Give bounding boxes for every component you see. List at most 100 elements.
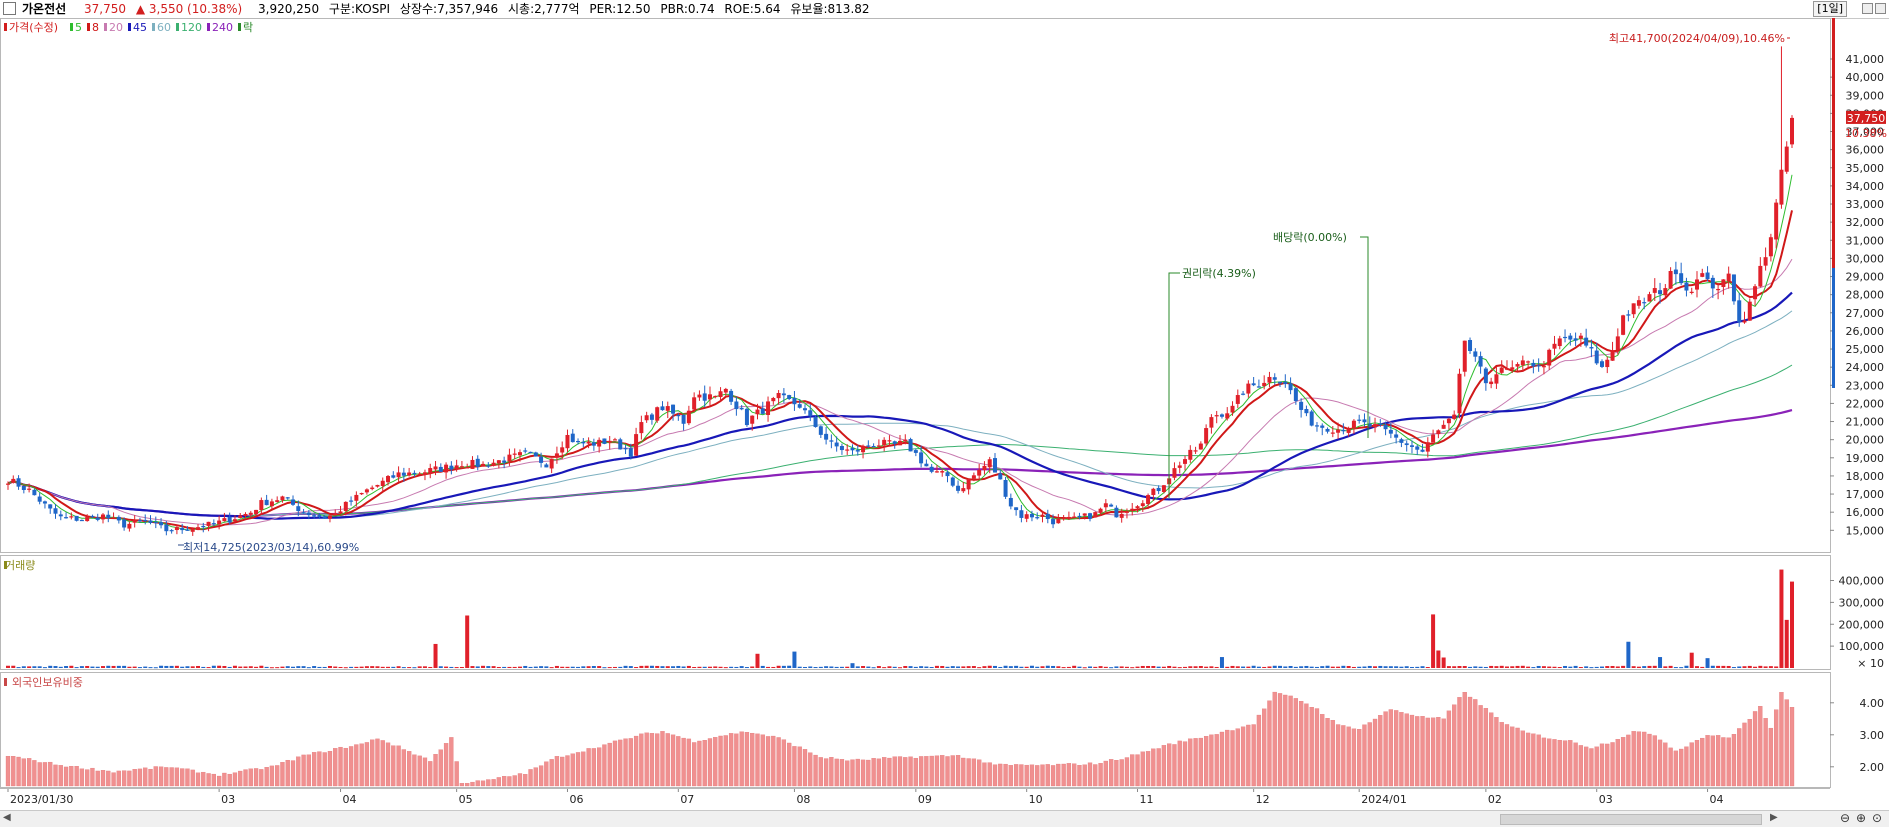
volume-bar <box>137 667 142 669</box>
volume-bar <box>1045 665 1050 668</box>
stock-chart: 15,000 16,000 17,000 18,000 19,000 20,000 21,0… <box>0 18 1887 806</box>
candle-body <box>528 451 533 454</box>
price-tick-label: 37,000 <box>1846 126 1885 139</box>
candle-body <box>1072 516 1077 518</box>
foreign-bar <box>934 755 940 787</box>
foreign-bar <box>306 754 312 787</box>
volume-bar <box>1314 666 1319 668</box>
foreign-bar <box>1573 742 1578 787</box>
zoom-reset-icon[interactable]: ⊙ <box>1872 811 1883 825</box>
stat-per: PER:12.50 <box>589 2 651 16</box>
candle-body <box>887 440 892 442</box>
date-label: 09 <box>918 793 932 806</box>
foreign-bar <box>1367 722 1372 787</box>
volume-bar <box>1088 666 1093 668</box>
candle-body <box>1093 512 1098 518</box>
candle-body <box>671 404 676 414</box>
candle-body <box>1462 340 1467 372</box>
candle-body <box>517 452 522 456</box>
foreign-bar <box>581 751 586 787</box>
scroll-right-icon[interactable]: ▶ <box>1770 812 1778 823</box>
select-checkbox[interactable] <box>3 2 16 15</box>
foreign-bar <box>5 755 11 787</box>
volume-bar <box>1647 665 1652 668</box>
candle-body <box>1156 487 1161 492</box>
volume-bar <box>602 667 607 669</box>
foreign-bar <box>37 762 42 787</box>
candle-body <box>686 410 691 424</box>
foreign-bar <box>496 777 502 787</box>
foreign-bar <box>370 739 375 787</box>
foreign-bar <box>1167 743 1172 787</box>
candle-body <box>1109 504 1114 507</box>
volume-bar <box>1404 666 1409 668</box>
foreign-bar <box>1277 693 1283 787</box>
volume-bar <box>69 665 74 668</box>
candle-body <box>1283 381 1288 385</box>
candle-body <box>681 414 686 424</box>
candle-body <box>354 494 359 501</box>
volume-bar <box>739 666 744 668</box>
chart-scrollbar[interactable]: ◀ ▶ ⊖ ⊕ ⊙ <box>0 810 1889 827</box>
volume-bar <box>1373 666 1378 668</box>
volume-bar <box>1504 666 1509 668</box>
low-annotation: 최저14,725(2023/03/14),60.99% <box>183 541 359 554</box>
legend-item-1: 5 <box>75 21 82 34</box>
volume-bar <box>412 667 417 669</box>
candle-body <box>544 464 549 468</box>
candle-body <box>576 440 581 443</box>
candle-body <box>1763 257 1768 266</box>
foreign-bar <box>343 747 348 787</box>
price-tick-label: 34,000 <box>1846 180 1885 193</box>
volume-bar <box>797 666 802 668</box>
volume-bar <box>1415 666 1420 668</box>
foreign-bar <box>744 732 750 787</box>
foreign-bar <box>1584 746 1589 787</box>
price-tick-label: 29,000 <box>1846 271 1885 284</box>
candle-body <box>85 517 90 522</box>
candle-body <box>919 452 924 464</box>
panel-restore-button[interactable] <box>1862 3 1873 14</box>
foreign-bar <box>977 759 982 787</box>
candle-body <box>1188 449 1193 460</box>
foreign-bar <box>1246 724 1251 787</box>
foreign-bar <box>401 749 407 787</box>
zoom-out-icon[interactable]: ⊖ <box>1840 811 1851 825</box>
volume-bar <box>312 666 317 668</box>
foreign-bar <box>285 759 290 787</box>
zoom-in-icon[interactable]: ⊕ <box>1856 811 1867 825</box>
foreign-bar <box>1409 714 1415 787</box>
period-selector[interactable]: [1일] <box>1813 1 1847 17</box>
candle-body <box>248 512 253 515</box>
volume-bar <box>755 653 760 668</box>
candle-body <box>1441 424 1446 429</box>
volume-tick-label: 100,000 <box>1839 640 1885 653</box>
volume-bar <box>618 666 623 668</box>
scroll-left-icon[interactable]: ◀ <box>3 812 11 823</box>
price-tick-label: 35,000 <box>1846 162 1885 175</box>
foreign-bar <box>950 755 955 787</box>
volume-bar <box>818 666 823 668</box>
volume-bar <box>380 666 385 668</box>
foreign-bar <box>517 773 523 787</box>
foreign-bar <box>1309 707 1314 787</box>
volume-bar <box>565 666 570 668</box>
volume-bar <box>1214 666 1219 668</box>
foreign-bar <box>813 754 818 787</box>
foreign-bar <box>612 740 618 787</box>
candle-body <box>971 475 976 479</box>
candle-body <box>1262 382 1267 387</box>
volume-bar <box>1673 667 1678 669</box>
candle-body <box>164 524 169 532</box>
scroll-thumb[interactable] <box>1500 814 1762 825</box>
volume-bar <box>502 666 507 668</box>
candle-body <box>196 527 201 531</box>
panel-close-button[interactable] <box>1875 3 1886 14</box>
foreign-bar <box>248 768 253 787</box>
volume-bar <box>1642 666 1647 668</box>
candle-body <box>343 501 348 512</box>
panel-frame <box>0 18 1831 553</box>
volume-bar <box>1468 666 1473 668</box>
candle-body <box>1198 443 1203 450</box>
date-label: 05 <box>459 793 473 806</box>
